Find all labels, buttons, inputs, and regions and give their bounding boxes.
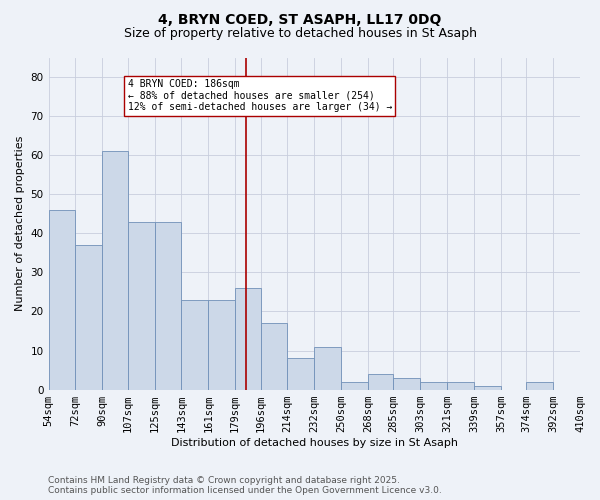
Text: Contains HM Land Registry data © Crown copyright and database right 2025.
Contai: Contains HM Land Registry data © Crown c… (48, 476, 442, 495)
X-axis label: Distribution of detached houses by size in St Asaph: Distribution of detached houses by size … (171, 438, 458, 448)
Text: Size of property relative to detached houses in St Asaph: Size of property relative to detached ho… (124, 28, 476, 40)
Bar (341, 382, 368, 390)
Bar (420, 382, 447, 390)
Bar (208, 300, 235, 390)
Text: 4, BRYN COED, ST ASAPH, LL17 0DQ: 4, BRYN COED, ST ASAPH, LL17 0DQ (158, 12, 442, 26)
Bar (474, 386, 501, 390)
Bar (447, 382, 474, 390)
Bar (102, 152, 128, 390)
Bar (260, 323, 287, 390)
Bar (128, 222, 155, 390)
Bar (49, 210, 76, 390)
Bar (76, 245, 102, 390)
Bar (314, 346, 341, 390)
Bar (181, 300, 208, 390)
Bar (287, 358, 314, 390)
Bar (235, 288, 260, 390)
Y-axis label: Number of detached properties: Number of detached properties (15, 136, 25, 311)
Bar (394, 378, 420, 390)
Bar (526, 382, 553, 390)
Bar (368, 374, 394, 390)
Text: 4 BRYN COED: 186sqm
← 88% of detached houses are smaller (254)
12% of semi-detac: 4 BRYN COED: 186sqm ← 88% of detached ho… (128, 79, 392, 112)
Bar (155, 222, 181, 390)
